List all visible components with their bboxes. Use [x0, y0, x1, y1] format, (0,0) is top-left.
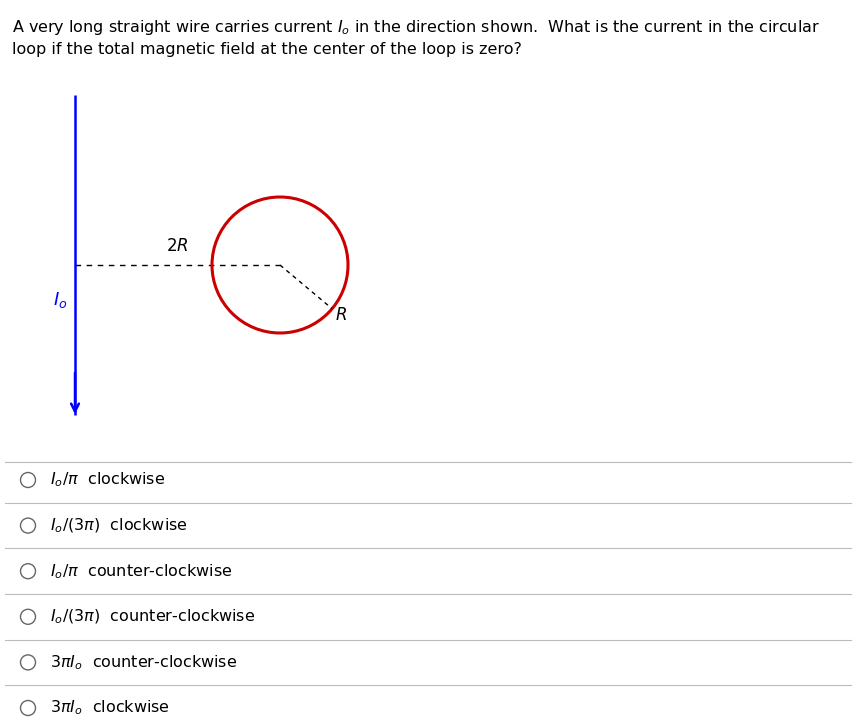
Text: A very long straight wire carries current $I_o$ in the direction shown.  What is: A very long straight wire carries curren…: [12, 18, 820, 37]
Text: $2R$: $2R$: [166, 238, 189, 255]
Text: $I_o/\pi$  clockwise: $I_o/\pi$ clockwise: [50, 471, 165, 490]
Text: $I_o/(3\pi)$  clockwise: $I_o/(3\pi)$ clockwise: [50, 516, 187, 535]
Text: $3\pi I_o$  clockwise: $3\pi I_o$ clockwise: [50, 699, 170, 718]
Text: $3\pi I_o$  counter-clockwise: $3\pi I_o$ counter-clockwise: [50, 653, 237, 671]
Text: $I_o/\pi$  counter-clockwise: $I_o/\pi$ counter-clockwise: [50, 562, 233, 580]
Text: $R$: $R$: [335, 307, 347, 323]
Text: $I_o/(3\pi)$  counter-clockwise: $I_o/(3\pi)$ counter-clockwise: [50, 608, 255, 626]
Text: $I_o$: $I_o$: [52, 290, 67, 310]
Text: loop if the total magnetic field at the center of the loop is zero?: loop if the total magnetic field at the …: [12, 42, 522, 57]
